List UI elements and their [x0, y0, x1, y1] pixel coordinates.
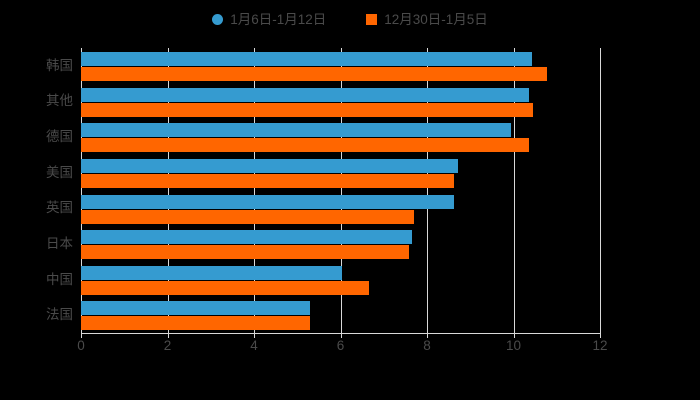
- y-axis-label: 美国: [46, 164, 73, 180]
- x-axis-tick: [254, 333, 255, 338]
- x-axis-label: 12: [592, 338, 608, 353]
- y-axis-label: 其他: [46, 93, 73, 109]
- x-axis-tick: [427, 333, 428, 338]
- y-axis-labels: 韩国其他德国美国英国日本中国法国: [0, 48, 73, 333]
- x-axis-label: 10: [505, 338, 522, 353]
- bar-group: [81, 226, 600, 262]
- x-axis-label: 8: [423, 338, 431, 353]
- bar-group: [81, 155, 600, 191]
- legend-label-series-a: 1月6日-1月12日: [230, 11, 327, 27]
- bar-group: [81, 84, 600, 120]
- bar-series-b[interactable]: [81, 67, 547, 81]
- gridline: [513, 48, 515, 333]
- y-axis-label: 中国: [46, 271, 73, 287]
- bar-group: [81, 48, 600, 84]
- bar-series-a[interactable]: [81, 265, 343, 280]
- bar-series-b[interactable]: [81, 316, 310, 331]
- x-axis-tick: [600, 333, 601, 338]
- square-marker-icon: [366, 13, 378, 25]
- legend-item-series-b[interactable]: 12月30日-1月5日: [366, 12, 488, 27]
- x-axis-label: 0: [77, 338, 85, 353]
- bar-series-a[interactable]: [81, 194, 454, 209]
- x-axis-label: 4: [250, 338, 258, 353]
- bar-group: [81, 119, 600, 155]
- bar-series-b[interactable]: [81, 245, 409, 260]
- bar-series-a[interactable]: [81, 87, 530, 102]
- x-axis-labels: 0 2 4 6 8 10 12: [0, 338, 700, 358]
- gridline: [167, 48, 169, 333]
- y-axis-line: [81, 48, 82, 333]
- gridline: [254, 48, 255, 333]
- bar-series-a[interactable]: [81, 301, 310, 316]
- y-axis-label: 英国: [46, 200, 73, 216]
- legend-item-series-a[interactable]: 1月6日-1月12日: [212, 12, 326, 27]
- x-axis-label: 6: [336, 338, 345, 353]
- legend-label-series-b: 12月30日-1月5日: [384, 11, 488, 27]
- gridline: [340, 48, 342, 333]
- bar-series-b[interactable]: [81, 102, 533, 117]
- x-axis-label: 2: [163, 338, 172, 353]
- x-axis-tick: [167, 333, 169, 338]
- bar-group: [81, 191, 600, 227]
- plot-area: [81, 48, 601, 338]
- x-axis-tick: [81, 333, 82, 338]
- bar-series-b[interactable]: [81, 173, 454, 188]
- gridline: [427, 48, 428, 333]
- bar-series-a[interactable]: [81, 230, 413, 245]
- gridline: [600, 48, 601, 333]
- y-axis-label: 德国: [46, 129, 73, 145]
- x-axis-tick: [340, 333, 342, 338]
- x-axis-tick: [513, 333, 515, 338]
- bar-series-a[interactable]: [81, 52, 533, 66]
- bar-series-a[interactable]: [81, 123, 512, 138]
- bar-series-a[interactable]: [81, 158, 459, 173]
- chart-legend: 1月6日-1月12日 12月30日-1月5日: [0, 6, 700, 32]
- y-axis-label: 法国: [46, 307, 73, 323]
- circle-marker-icon: [212, 13, 224, 25]
- y-axis-label: 日本: [46, 235, 73, 251]
- bar-series-b[interactable]: [81, 138, 530, 153]
- y-axis-label: 韩国: [46, 57, 73, 73]
- bar-group: [81, 262, 600, 298]
- bar-group: [81, 297, 600, 333]
- bar-series-b[interactable]: [81, 280, 370, 295]
- bar-series-b[interactable]: [81, 209, 415, 224]
